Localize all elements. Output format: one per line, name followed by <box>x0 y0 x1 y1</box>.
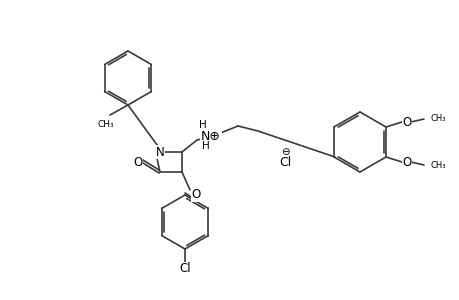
Text: Cl: Cl <box>278 155 291 169</box>
Text: N: N <box>155 146 164 158</box>
Text: O: O <box>133 155 142 169</box>
Text: CH₃: CH₃ <box>430 160 446 169</box>
Text: O: O <box>402 116 411 128</box>
Text: N⊕: N⊕ <box>201 130 220 142</box>
Text: O: O <box>191 188 200 202</box>
Text: CH₃: CH₃ <box>430 113 446 122</box>
Text: H: H <box>202 141 209 151</box>
Text: Cl: Cl <box>179 262 190 275</box>
Text: ⊖: ⊖ <box>280 147 289 157</box>
Text: CH₃: CH₃ <box>97 120 114 129</box>
Text: H: H <box>199 120 207 130</box>
Text: O: O <box>402 155 411 169</box>
